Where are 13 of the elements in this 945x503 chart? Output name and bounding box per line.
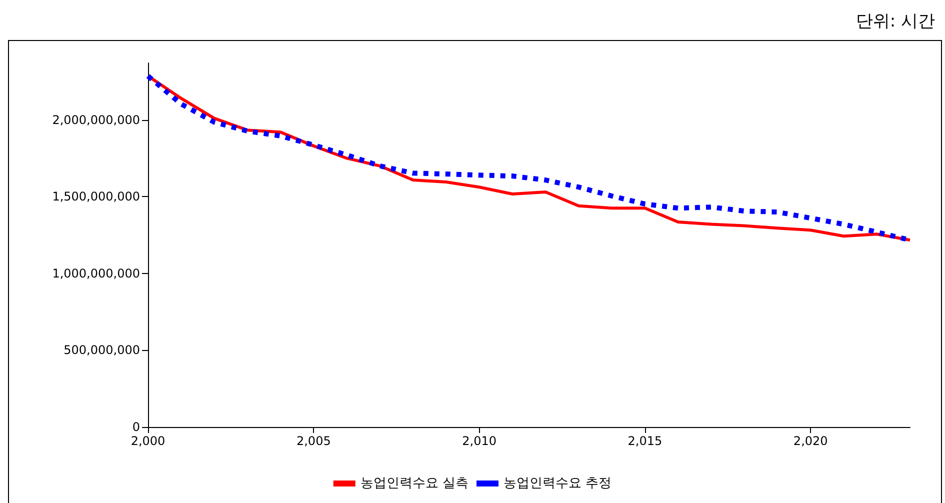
text: 단위: 시간 [856, 12, 936, 32]
x-tick-label: 2,000 [130, 434, 166, 448]
y-tick-label: 500,000,000 [64, 343, 140, 358]
y-tick-label: 1,500,000,000 [52, 190, 140, 204]
y-tick-label: 1,000,000,000 [52, 266, 140, 280]
x-tick-label: 2,015 [628, 434, 662, 448]
x-tick-label: 2,020 [793, 434, 828, 448]
y-tick-label: 2,000,000,000 [52, 112, 140, 127]
x-tick-label: 2,005 [296, 434, 331, 448]
legend-label: 농업인력수요 실측 [360, 476, 469, 491]
x-tick-label: 2,010 [462, 434, 496, 448]
legend-label: 농업인력수요 추정 [504, 476, 612, 491]
y-tick-label: 0 [132, 420, 140, 434]
